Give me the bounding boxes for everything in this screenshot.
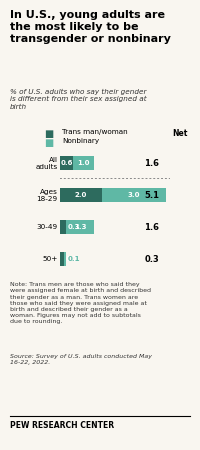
Bar <box>64 252 66 266</box>
Text: 0.6: 0.6 <box>60 160 73 166</box>
Text: All
adults: All adults <box>35 157 57 170</box>
Text: Note: Trans men are those who said they
were assigned female at birth and descri: Note: Trans men are those who said they … <box>10 282 151 324</box>
Bar <box>66 220 94 234</box>
Text: ■: ■ <box>44 138 53 148</box>
Text: Trans man/woman: Trans man/woman <box>62 129 128 135</box>
Text: 30-49: 30-49 <box>36 224 57 230</box>
Text: 50+: 50+ <box>42 256 57 262</box>
Text: 2.0: 2.0 <box>75 192 87 198</box>
Bar <box>60 157 73 170</box>
Text: 0.3: 0.3 <box>67 224 80 230</box>
Text: ■: ■ <box>44 129 53 139</box>
Text: 1.6: 1.6 <box>144 223 159 232</box>
Text: Source: Survey of U.S. adults conducted May
16-22, 2022.: Source: Survey of U.S. adults conducted … <box>10 354 152 365</box>
Text: 3.0: 3.0 <box>128 192 140 198</box>
Bar <box>60 252 64 266</box>
Bar <box>60 220 66 234</box>
Bar <box>60 189 102 202</box>
Text: 5.1: 5.1 <box>144 191 159 200</box>
Text: % of U.S. adults who say their gender
is different from their sex assigned at
bi: % of U.S. adults who say their gender is… <box>10 89 147 110</box>
Text: In U.S., young adults are
the most likely to be
transgender or nonbinary: In U.S., young adults are the most likel… <box>10 10 171 44</box>
Text: PEW RESEARCH CENTER: PEW RESEARCH CENTER <box>10 421 114 430</box>
Bar <box>73 157 94 170</box>
Text: 0.1: 0.1 <box>67 256 80 262</box>
Text: Ages
18-29: Ages 18-29 <box>36 189 57 202</box>
Text: Net: Net <box>173 129 188 138</box>
Text: 1.6: 1.6 <box>144 159 159 168</box>
Bar <box>102 189 166 202</box>
Text: 1.0: 1.0 <box>77 160 90 166</box>
Text: 0.2: 0.2 <box>65 256 78 262</box>
Text: 0.3: 0.3 <box>144 255 159 264</box>
Text: 1.3: 1.3 <box>74 224 86 230</box>
Text: Nonbinary: Nonbinary <box>62 138 99 144</box>
